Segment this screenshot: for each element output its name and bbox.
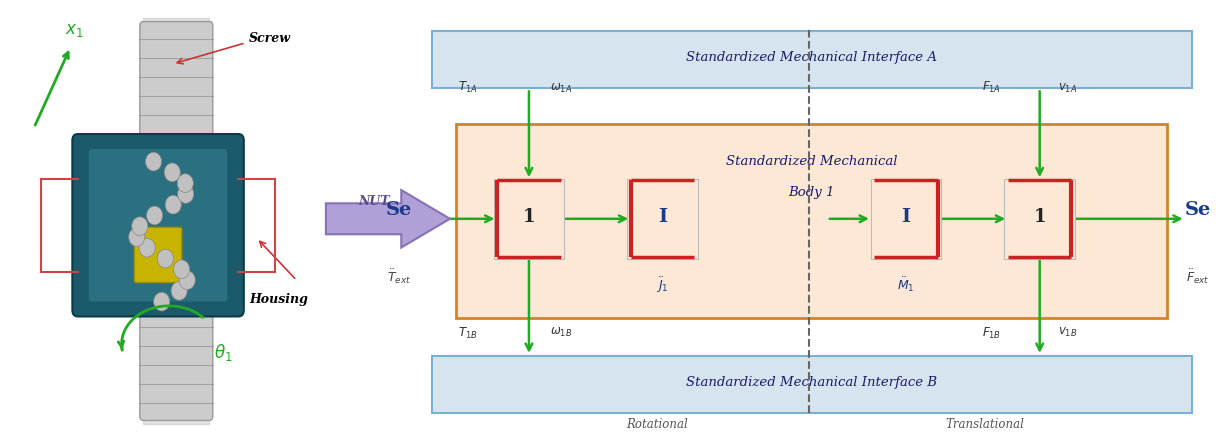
Text: I: I xyxy=(658,208,668,225)
FancyBboxPatch shape xyxy=(1004,179,1075,259)
Text: Se: Se xyxy=(385,201,412,219)
FancyBboxPatch shape xyxy=(134,227,181,282)
Text: $\ddot{F}_{ext}$: $\ddot{F}_{ext}$ xyxy=(1186,267,1210,286)
Text: Housing: Housing xyxy=(249,293,308,306)
Text: Rotational: Rotational xyxy=(626,418,687,431)
Text: $v_{1A}$: $v_{1A}$ xyxy=(1058,82,1077,95)
Text: $\ddot{M}_1$: $\ddot{M}_1$ xyxy=(897,275,914,294)
Text: Se: Se xyxy=(1184,201,1211,219)
Text: $\omega_{1A}$: $\omega_{1A}$ xyxy=(550,82,572,95)
FancyBboxPatch shape xyxy=(432,31,1192,88)
Text: NUT: NUT xyxy=(359,194,390,208)
Polygon shape xyxy=(326,190,450,248)
Circle shape xyxy=(174,260,190,278)
Circle shape xyxy=(178,174,193,192)
Text: $F_{1A}$: $F_{1A}$ xyxy=(981,80,1001,95)
Text: I: I xyxy=(901,208,911,225)
FancyBboxPatch shape xyxy=(494,179,564,259)
Text: $x_1$: $x_1$ xyxy=(64,20,84,38)
Circle shape xyxy=(129,228,145,246)
Circle shape xyxy=(165,195,181,214)
Text: $\theta_1$: $\theta_1$ xyxy=(214,342,233,363)
Text: $T_{1A}$: $T_{1A}$ xyxy=(458,80,478,95)
Text: Translational: Translational xyxy=(946,418,1024,431)
Text: Screw: Screw xyxy=(249,32,292,45)
Text: Standardized Mechanical: Standardized Mechanical xyxy=(726,155,897,168)
FancyBboxPatch shape xyxy=(140,22,213,420)
FancyBboxPatch shape xyxy=(627,179,698,259)
Circle shape xyxy=(146,152,162,171)
FancyBboxPatch shape xyxy=(456,124,1167,318)
FancyBboxPatch shape xyxy=(89,149,227,301)
Circle shape xyxy=(131,217,148,236)
Circle shape xyxy=(157,249,174,268)
Text: $\omega_{1B}$: $\omega_{1B}$ xyxy=(550,326,572,339)
Text: $v_{1B}$: $v_{1B}$ xyxy=(1058,326,1077,339)
Text: 1: 1 xyxy=(1034,208,1046,225)
Text: $\ddot{J}_1$: $\ddot{J}_1$ xyxy=(657,275,669,295)
Circle shape xyxy=(179,271,196,290)
Circle shape xyxy=(178,185,193,203)
Text: Standardized Mechanical Interface B: Standardized Mechanical Interface B xyxy=(686,376,938,389)
Text: $F_{1B}$: $F_{1B}$ xyxy=(981,326,1001,341)
Circle shape xyxy=(171,282,187,300)
Text: $\ddot{T}_{ext}$: $\ddot{T}_{ext}$ xyxy=(387,267,411,286)
FancyBboxPatch shape xyxy=(432,356,1192,413)
Circle shape xyxy=(153,292,170,311)
Text: $T_{1B}$: $T_{1B}$ xyxy=(458,326,478,341)
Text: Standardized Mechanical Interface A: Standardized Mechanical Interface A xyxy=(686,51,938,64)
Circle shape xyxy=(147,206,163,225)
Circle shape xyxy=(164,163,180,182)
Text: 1: 1 xyxy=(523,208,535,225)
Circle shape xyxy=(139,238,156,257)
FancyBboxPatch shape xyxy=(871,179,941,259)
FancyBboxPatch shape xyxy=(72,134,243,316)
Text: Body 1: Body 1 xyxy=(788,186,835,199)
